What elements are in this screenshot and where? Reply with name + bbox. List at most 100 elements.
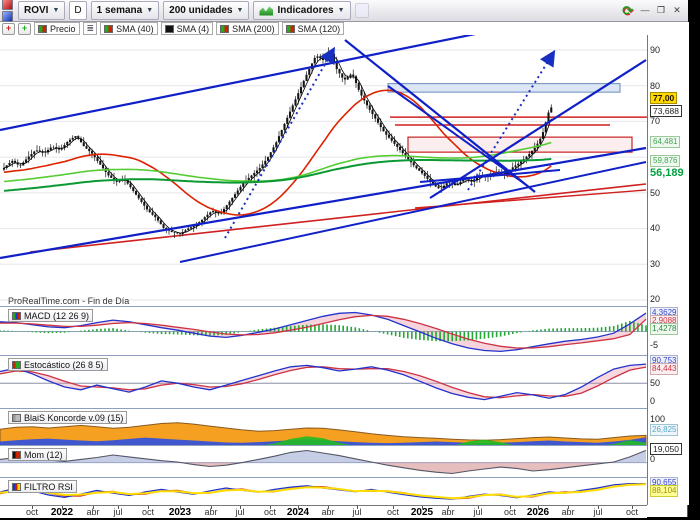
mom-axis-label: 0 — [650, 454, 656, 464]
price-series-chip[interactable]: Precio — [34, 22, 80, 35]
macd-panel[interactable] — [0, 306, 647, 356]
time-axis-label: oct — [503, 507, 517, 517]
main-price-chart[interactable] — [0, 26, 647, 306]
series-label: Precio — [50, 23, 76, 34]
toolbar-disabled-button — [354, 3, 369, 18]
toolbar-button-label: Indicadores — [277, 5, 334, 16]
mom-title-chip[interactable]: Mom (12) — [8, 448, 67, 461]
mom-panel[interactable] — [0, 445, 647, 478]
series-color-icon — [38, 24, 47, 33]
mom-axis-label: 19,050 — [650, 443, 682, 455]
stochastic-axis-label: 50 — [650, 378, 661, 388]
sma-chip-1[interactable]: SMA (4) — [160, 22, 214, 35]
indicator-color-icon — [12, 360, 21, 369]
series-label: SMA (200) — [232, 23, 275, 34]
filtro-rsi-axis-label: 88,104 — [650, 485, 679, 497]
time-axis-tick — [180, 506, 181, 509]
series-color-icon — [164, 24, 174, 33]
time-axis-tick — [298, 506, 299, 509]
toolbar-button-indicators[interactable]: Indicadores ▼ — [253, 1, 351, 20]
objects-list-button[interactable]: ≣ — [82, 22, 98, 35]
time-axis-label: 2022 — [50, 507, 74, 518]
toolbar-button-units[interactable]: 200 unidades ▼ — [163, 1, 250, 20]
time-axis-label: 2026 — [526, 507, 550, 518]
chart-legend-row: + + Precio ≣ SMA (40) SMA (4) SMA (200) SMA (12… — [0, 22, 650, 35]
sma-chip-3[interactable]: SMA (120) — [281, 22, 345, 35]
maximize-button[interactable]: ❐ — [656, 5, 666, 15]
stochastic-title-chip[interactable]: Estocástico (26 8 5) — [8, 358, 108, 371]
top-toolbar: ROVI ▼ D 1 semana ▼ 200 unidades ▼ Indicadores ▼… — [0, 0, 688, 22]
toolbar-button-symbol[interactable]: ROVI ▼ — [18, 1, 66, 20]
time-axis-label: abr — [86, 507, 100, 517]
toolbar-button-label: D — [74, 5, 82, 16]
indicator-title: FILTRO RSI — [24, 481, 73, 492]
series-color-icon — [220, 24, 230, 33]
time-axis-tick — [357, 506, 358, 509]
indicator-color-icon — [12, 413, 21, 422]
time-axis-tick — [62, 506, 63, 509]
series-color-icon — [285, 24, 295, 33]
time-axis-label: jul — [235, 507, 245, 517]
workspace-icon-red[interactable] — [2, 0, 13, 10]
time-axis-tick — [598, 506, 599, 509]
macd-title-chip[interactable]: MACD (12 26 9) — [8, 309, 94, 322]
indicator-chart-icon — [259, 6, 274, 16]
time-axis-tick — [448, 506, 449, 509]
price-axis-label: 77,00 — [650, 92, 678, 104]
time-axis-label: oct — [141, 507, 155, 517]
sma-chip-0[interactable]: SMA (40) — [100, 22, 158, 35]
price-axis-label: 50 — [650, 188, 661, 198]
indicator-title: MACD (12 26 9) — [24, 310, 90, 321]
time-axis-label: abr — [204, 507, 218, 517]
price-axis-label: 20 — [650, 294, 661, 304]
time-axis-label: abr — [321, 507, 335, 517]
toolbar-button-label: 1 semana — [96, 5, 143, 16]
refresh-icon[interactable]: ⟳ — [622, 3, 633, 18]
price-axis-label: 30 — [650, 259, 661, 269]
time-axis-label: 2023 — [168, 507, 192, 518]
time-axis-label: jul — [113, 507, 123, 517]
watermark-text: ProRealTime.com - Fin de Día — [8, 296, 130, 306]
time-axis-tick — [240, 506, 241, 509]
time-axis[interactable]: oct 2022 abr jul oct 2023 abr jul oct 2024 abr jul o… — [0, 505, 647, 518]
toolbar-right: ⟳ — ❐ ✕ — [622, 4, 686, 17]
stochastic-axis-label: 0 — [650, 396, 656, 406]
time-axis-tick — [211, 506, 212, 509]
indicator-title: Estocástico (26 8 5) — [24, 359, 104, 370]
chevron-down-icon: ▼ — [236, 7, 244, 14]
time-axis-label: jul — [473, 507, 483, 517]
koncorde-title-chip[interactable]: BlaiS Koncorde v.09 (15) — [8, 411, 128, 424]
minimize-button[interactable]: — — [640, 5, 650, 15]
sma-chip-2[interactable]: SMA (200) — [216, 22, 279, 35]
price-axis[interactable]: 90 80 77,00 73,688 70 64,481 59,876 56,189 50 40 3… — [647, 22, 689, 505]
time-axis-tick — [422, 506, 423, 509]
workspace-icon-blue[interactable] — [2, 11, 13, 22]
time-axis-tick — [32, 506, 33, 509]
time-axis-tick — [538, 506, 539, 509]
time-axis-label: jul — [593, 507, 603, 517]
time-axis-tick — [393, 506, 394, 509]
chevron-down-icon: ▼ — [337, 7, 345, 14]
filtro-rsi-panel[interactable] — [0, 477, 647, 506]
time-axis-label: oct — [263, 507, 277, 517]
time-axis-tick — [632, 506, 633, 509]
time-axis-label: abr — [561, 507, 575, 517]
toolbar-button-timeframe[interactable]: 1 semana ▼ — [90, 1, 160, 20]
indicator-color-icon — [12, 482, 21, 491]
time-axis-tick — [568, 506, 569, 509]
filtro-rsi-title-chip[interactable]: FILTRO RSI — [8, 480, 77, 493]
time-axis-label: 2025 — [410, 507, 434, 518]
chevron-down-icon: ▼ — [52, 7, 60, 14]
toolbar-button-period-d[interactable]: D — [69, 1, 87, 20]
price-axis-label: 80 — [650, 81, 661, 91]
add-object-button-1[interactable]: + — [2, 22, 15, 35]
time-axis-label: oct — [386, 507, 400, 517]
time-axis-tick — [328, 506, 329, 509]
stochastic-panel[interactable] — [0, 355, 647, 409]
time-axis-tick — [93, 506, 94, 509]
add-object-button-2[interactable]: + — [18, 22, 31, 35]
time-axis-label: oct — [25, 507, 39, 517]
close-button[interactable]: ✕ — [673, 5, 681, 15]
price-axis-label: 64,481 — [650, 136, 681, 148]
time-axis-tick — [510, 506, 511, 509]
